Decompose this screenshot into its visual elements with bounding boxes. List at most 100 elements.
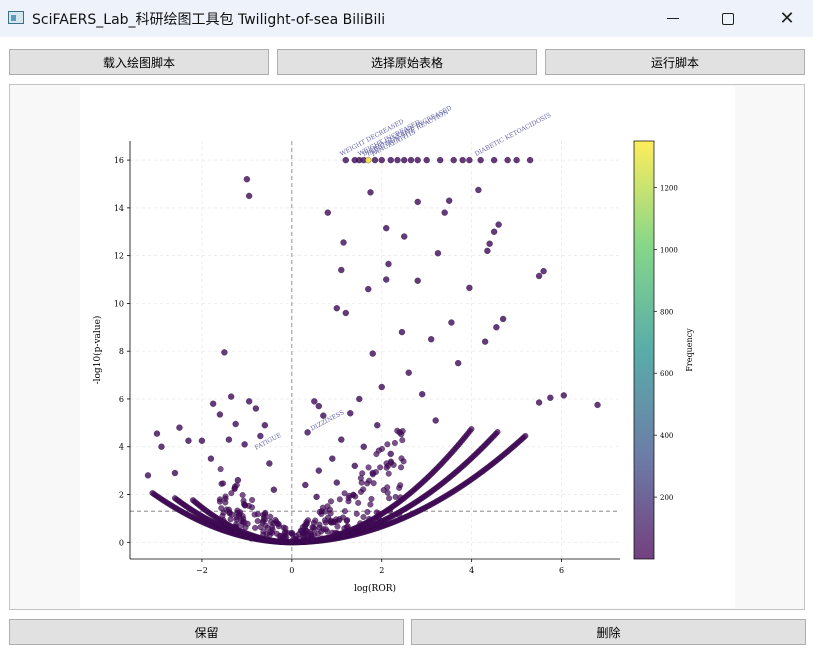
- scatter-point: [361, 521, 368, 528]
- point-annotation: DIABETIC KETOACIDOSIS: [474, 112, 552, 158]
- scatter-point: [260, 531, 267, 538]
- scatter-point: [241, 519, 248, 526]
- x-axis-label: log(ROR): [354, 583, 396, 594]
- scatter-point: [369, 469, 376, 477]
- y-tick-label: 10: [114, 299, 124, 308]
- scatter-point: [494, 429, 501, 435]
- scatter-point: [309, 535, 316, 542]
- x-tick-label: 0: [289, 566, 294, 575]
- scatter-point: [144, 472, 152, 479]
- scatter-point: [313, 493, 320, 501]
- scatter-point: [396, 511, 403, 518]
- scatter-point: [378, 156, 385, 164]
- scatter-point: [226, 510, 233, 517]
- scatter-point: [220, 480, 227, 487]
- scatter-point: [216, 411, 224, 418]
- scatter-point: [490, 228, 498, 235]
- scatter-point: [434, 250, 442, 257]
- scatter-point: [316, 509, 323, 515]
- save-button[interactable]: 保留: [9, 619, 404, 645]
- scatter-point: [320, 412, 327, 419]
- scatter-point: [441, 209, 448, 216]
- scatter-point: [315, 467, 322, 474]
- scatter-point: [269, 529, 275, 536]
- y-tick-label: 12: [114, 252, 124, 261]
- scatter-point: [290, 536, 297, 543]
- load-script-button[interactable]: 载入绘图脚本: [9, 49, 269, 75]
- scatter-point: [414, 156, 421, 164]
- scatter-point: [493, 324, 500, 331]
- y-tick-label: 6: [119, 395, 124, 404]
- scatter-point: [276, 533, 283, 539]
- scatter-point: [378, 383, 385, 391]
- scatter-point: [384, 441, 391, 448]
- scatter-point: [231, 485, 238, 492]
- scatter-point: [419, 391, 426, 398]
- scatter-point: [373, 509, 380, 516]
- scatter-point: [365, 156, 372, 164]
- scatter-point: [526, 156, 534, 164]
- point-annotation: DIZZINESS: [310, 409, 346, 432]
- scatter-point: [540, 268, 547, 275]
- scatter-point: [333, 305, 340, 312]
- scatter-point: [336, 496, 343, 503]
- scatter-point: [315, 402, 322, 410]
- scatter-point: [407, 156, 415, 164]
- x-tick-label: 6: [559, 566, 564, 575]
- scatter-point: [259, 519, 266, 526]
- volcano-plot: −2 0 2 4 6 0 2 4 6 8 10 12 14 16 log(ROR) -log10(p-valu…: [80, 86, 735, 608]
- close-button[interactable]: ✕: [764, 0, 810, 37]
- scatter-point: [302, 481, 309, 489]
- scatter-point: [360, 514, 367, 520]
- scatter-point: [289, 531, 296, 538]
- scatter-point: [316, 521, 323, 528]
- scatter-point: [328, 498, 334, 505]
- scatter-point: [387, 450, 394, 458]
- scatter-point: [364, 480, 371, 487]
- scatter-point: [455, 359, 462, 367]
- scatter-point: [383, 464, 390, 471]
- x-tick-label: 2: [379, 566, 384, 575]
- delete-button[interactable]: 删除: [411, 619, 806, 645]
- maximize-icon: [722, 12, 734, 25]
- scatter-point: [262, 509, 269, 516]
- scatter-point: [377, 464, 384, 471]
- scatter-point: [594, 401, 601, 409]
- scatter-point: [347, 410, 354, 417]
- maximize-button[interactable]: [705, 0, 751, 37]
- scatter-point: [315, 530, 321, 537]
- close-icon: ✕: [779, 7, 795, 29]
- colorbar-tick-label: 1000: [660, 246, 678, 254]
- scatter-point: [414, 277, 421, 284]
- colorbar-tick-label: 1200: [660, 184, 678, 192]
- scatter-point: [304, 533, 311, 540]
- run-script-button[interactable]: 运行脚本: [545, 49, 805, 75]
- scatter-point: [358, 488, 364, 495]
- scatter-point: [388, 458, 394, 465]
- scatter-point: [357, 475, 364, 482]
- scatter-point: [396, 429, 403, 436]
- scatter-point: [398, 328, 406, 336]
- x-tick-label: −2: [196, 566, 208, 575]
- scatter-point: [504, 156, 511, 164]
- y-axis-label: -log10(p-value): [92, 316, 103, 385]
- scatter-point: [341, 490, 348, 497]
- scatter-point: [303, 538, 310, 545]
- select-table-button[interactable]: 选择原始表格: [277, 49, 537, 75]
- scatter-point: [282, 528, 289, 535]
- scatter-point: [375, 514, 382, 521]
- minimize-button[interactable]: [650, 0, 696, 37]
- scatter-point: [310, 524, 317, 531]
- y-tick-label: 16: [114, 156, 124, 165]
- volcano-plot-svg: −2 0 2 4 6 0 2 4 6 8 10 12 14 16 log(ROR) -log10(p-valu…: [92, 105, 694, 594]
- scatter-point: [338, 266, 345, 274]
- scatter-point: [232, 524, 239, 531]
- scatter-point: [477, 156, 484, 164]
- scatter-point: [171, 469, 179, 477]
- scatter-point: [252, 524, 259, 531]
- scatter-point: [227, 393, 235, 400]
- scatter-point: [385, 470, 392, 477]
- scatter-point: [351, 462, 358, 469]
- colorbar: [633, 140, 655, 560]
- scatter-point: [232, 420, 239, 428]
